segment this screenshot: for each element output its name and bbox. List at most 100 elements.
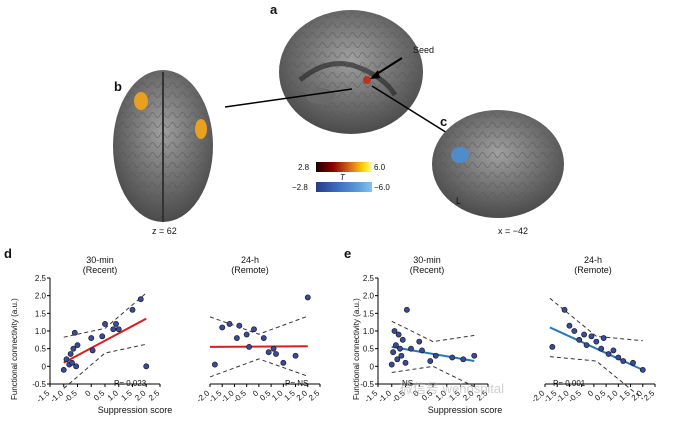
activation-cluster-2 [195, 119, 207, 139]
data-point [63, 356, 70, 363]
data-point [630, 359, 636, 366]
plot4-p-value: P= 0.001 [553, 379, 586, 388]
data-point [226, 321, 233, 327]
data-point [600, 335, 607, 341]
data-point [402, 359, 409, 366]
y-tick-label: 2.0 [35, 292, 47, 301]
x-tick-label: 1.5 [119, 388, 134, 402]
data-point [391, 328, 398, 334]
data-point [399, 336, 406, 343]
data-point [620, 358, 627, 364]
data-point [610, 347, 617, 354]
plot2-title: 24-h (Remote) [231, 255, 269, 275]
data-point [219, 324, 226, 331]
brain-figure [113, 10, 564, 222]
hemisphere-label: L [456, 196, 462, 206]
data-point [581, 331, 588, 338]
positive-colorbar [316, 162, 372, 172]
data-point [419, 347, 425, 354]
y-tick-label: 2.5 [363, 274, 375, 283]
y-tick-label: 0 [370, 362, 375, 371]
plot3-title: 30-min (Recent) [409, 255, 445, 275]
data-point [60, 366, 67, 373]
lateral-brain-image [432, 110, 564, 218]
colorbar-neg-min: −2.8 [292, 183, 308, 192]
data-point [571, 328, 578, 334]
data-point [561, 306, 568, 313]
plot1-p-value: P= 0.023 [114, 379, 147, 388]
data-point [143, 363, 150, 370]
data-point [576, 336, 583, 343]
x-tick-label: 0 [586, 388, 596, 398]
fit-line [209, 345, 308, 348]
x-tick-label: 2.5 [307, 388, 322, 402]
x-tick-label: 2.5 [642, 388, 657, 402]
x-tick-label: 0 [411, 388, 421, 398]
data-point [583, 342, 590, 349]
plot3-p-value: NS [402, 379, 414, 388]
data-point [403, 306, 410, 313]
data-point [605, 351, 612, 357]
data-point [593, 338, 600, 345]
plot-d-xlabel: Suppression score [97, 405, 173, 415]
data-point [115, 326, 122, 333]
data-point [246, 343, 253, 350]
panel-letter-a: a [270, 2, 278, 17]
y-tick-label: 2.0 [363, 292, 375, 301]
data-point [113, 321, 119, 327]
data-point [73, 363, 80, 370]
data-point [388, 361, 395, 368]
data-point [566, 322, 573, 329]
panel-letter-c: c [440, 114, 448, 129]
data-point [394, 356, 401, 363]
activation-cluster-1 [134, 92, 148, 110]
data-point [280, 359, 287, 366]
x-tick-label: 2.0 [133, 388, 148, 402]
data-point [273, 351, 279, 357]
data-point [270, 345, 277, 352]
colorbar-neg-max: −6.0 [374, 183, 390, 192]
plot1-title: 30-min (Recent) [82, 255, 118, 275]
data-point [390, 349, 397, 356]
y-tick-label: 1.0 [35, 327, 47, 336]
data-point [598, 345, 605, 352]
confidence-band [391, 365, 475, 388]
negative-colorbar [316, 182, 372, 192]
y-tick-label: 0.5 [363, 345, 375, 354]
deactivation-cluster [451, 147, 469, 163]
data-point [233, 335, 240, 341]
z-coordinate-label: z = 62 [152, 226, 177, 236]
y-tick-label: -0.5 [360, 380, 374, 389]
data-point [432, 352, 439, 359]
y-tick-label: 2.5 [35, 274, 47, 283]
x-tick-label: -0.5 [567, 388, 584, 404]
data-point [88, 335, 95, 341]
data-point [129, 306, 136, 313]
seed-marker [363, 76, 371, 84]
y-tick-label: 1.5 [363, 309, 375, 318]
data-point [71, 329, 78, 336]
y-tick-label: -0.5 [32, 380, 46, 389]
colorbar-pos-min: 2.8 [298, 163, 310, 172]
plot2-p-value: P= NS [285, 379, 309, 388]
fit-line [63, 317, 147, 364]
x-tick-label: 0 [83, 388, 93, 398]
x-tick-label: 0.5 [92, 388, 107, 402]
confidence-band [549, 356, 644, 400]
data-point [69, 359, 75, 366]
panel-letter-d: d [4, 246, 12, 261]
data-point [304, 294, 311, 301]
data-point [243, 331, 250, 338]
y-tick-label: 1.0 [363, 327, 375, 336]
data-point [639, 366, 646, 373]
y-tick-label: 0 [42, 362, 47, 371]
data-point [392, 342, 399, 349]
plot4-title: 24-h (Remote) [574, 255, 612, 275]
x-tick-label: 2.5 [147, 388, 162, 402]
y-tick-label: 1.5 [35, 309, 47, 318]
panel-letter-e: e [344, 246, 352, 261]
colorbar-pos-max: 6.0 [374, 163, 386, 172]
data-point [70, 345, 77, 352]
data-point [211, 361, 218, 368]
colorbar-stat-label: T [340, 173, 345, 182]
